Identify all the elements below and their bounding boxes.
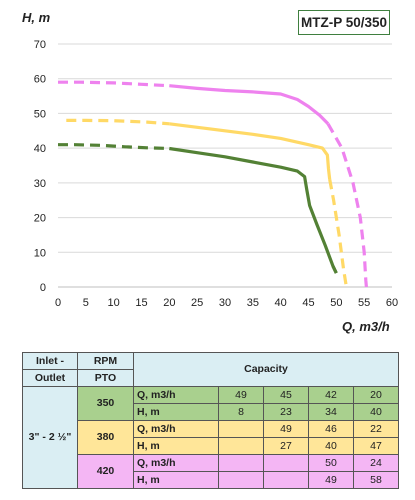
y-axis-title: H, m	[22, 10, 51, 25]
rpm-value: 420	[77, 454, 134, 489]
inlet-outlet-value: 3" - 2 ½"	[22, 386, 78, 489]
table-cell: 40	[308, 437, 354, 455]
table-row: 380 Q, m3/h 49 46 22	[23, 420, 400, 455]
x-tick-label: 35	[247, 297, 259, 309]
y-tick-label: 50	[34, 108, 46, 120]
y-tick-label: 60	[34, 74, 46, 86]
y-tick-label: 0	[40, 282, 46, 294]
h-label: H, m	[133, 403, 219, 421]
rpm-header: RPM	[77, 352, 134, 370]
h-label: H, m	[133, 437, 219, 455]
q-label: Q, m3/h	[133, 420, 219, 438]
inlet-outlet-header: Inlet -	[22, 352, 78, 370]
table-cell: 8	[218, 403, 264, 421]
table-cell: 40	[352, 403, 400, 421]
x-tick-label: 0	[55, 297, 61, 309]
series-2-dashed-head	[58, 80, 170, 88]
table-cell: 58	[352, 471, 400, 489]
x-tick-label: 55	[358, 297, 370, 309]
table-cell	[218, 471, 264, 489]
performance-table: Inlet - RPM Capacity Outlet PTO 3" - 2 ½…	[22, 352, 400, 489]
model-label: MTZ-P 50/350	[298, 10, 390, 35]
table-cell: 27	[263, 437, 309, 455]
pto-header: PTO	[77, 369, 134, 387]
x-tick-label: 60	[386, 297, 398, 309]
table-header-row-1: Inlet - RPM Capacity	[22, 352, 400, 387]
gridlines	[58, 43, 392, 253]
series-0-dashed-tail	[331, 265, 338, 274]
series-1-dashed-tail	[328, 179, 348, 288]
table-cell: 20	[352, 386, 400, 404]
table-cell	[263, 471, 309, 489]
series-2-dashed-tail	[326, 123, 368, 288]
q-label: Q, m3/h	[133, 386, 219, 404]
series-0-line	[169, 146, 338, 274]
rpm-value: 350	[77, 386, 134, 421]
table-cell	[218, 454, 264, 472]
table-cell: 49	[263, 420, 309, 438]
series-0-dashed-head	[58, 143, 170, 151]
table-row: 420 Q, m3/h 50 24	[23, 454, 400, 489]
table-row: H, m 49 58	[23, 471, 400, 489]
table-cell: 34	[308, 403, 354, 421]
y-tick-label: 40	[34, 143, 46, 155]
y-tick-label: 30	[34, 178, 46, 190]
x-tick-label: 50	[330, 297, 342, 309]
table-cell	[218, 437, 264, 455]
table-cell: 50	[308, 454, 354, 472]
x-tick-label: 5	[83, 297, 89, 309]
tick-labels: 0 10 20 30 40 50 60 70 0 5 10 15 20 25 30 35 40 45 50 55 60	[34, 39, 398, 309]
y-tick-label: 20	[34, 213, 46, 225]
table-cell: 22	[352, 420, 400, 438]
table-cell: 24	[352, 454, 400, 472]
table-cell: 45	[263, 386, 309, 404]
x-tick-label: 20	[163, 297, 175, 309]
table-cell: 46	[308, 420, 354, 438]
series-2-line	[169, 84, 330, 125]
x-tick-label: 40	[275, 297, 287, 309]
x-tick-label: 25	[191, 297, 203, 309]
series-1-line	[169, 122, 332, 180]
table-cell: 49	[308, 471, 354, 489]
x-tick-label: 15	[135, 297, 147, 309]
table-cell	[218, 420, 264, 438]
table-cell: 23	[263, 403, 309, 421]
table-row: 3" - 2 ½" 350 Q, m3/h 49 45 42 20	[22, 386, 400, 489]
inlet-outlet-header-2: Outlet	[22, 369, 78, 387]
curves	[58, 80, 368, 288]
capacity-header: Capacity	[132, 352, 400, 387]
table-cell: 42	[308, 386, 354, 404]
y-tick-label: 70	[34, 39, 46, 51]
q-label: Q, m3/h	[133, 454, 219, 472]
table-cell: 47	[352, 437, 400, 455]
table-row: H, m 27 40 47	[23, 437, 400, 455]
rpm-value: 380	[77, 420, 134, 455]
h-label: H, m	[133, 471, 219, 489]
series-1-dashed-head	[66, 118, 170, 126]
table-cell	[263, 454, 309, 472]
x-tick-label: 45	[302, 297, 314, 309]
x-axis-title: Q, m3/h	[342, 319, 390, 334]
x-tick-label: 10	[108, 297, 120, 309]
x-tick-label: 30	[219, 297, 231, 309]
table-row: H, m 8 23 34 40	[23, 403, 400, 421]
table-cell: 49	[218, 386, 264, 404]
y-tick-label: 10	[34, 247, 46, 259]
